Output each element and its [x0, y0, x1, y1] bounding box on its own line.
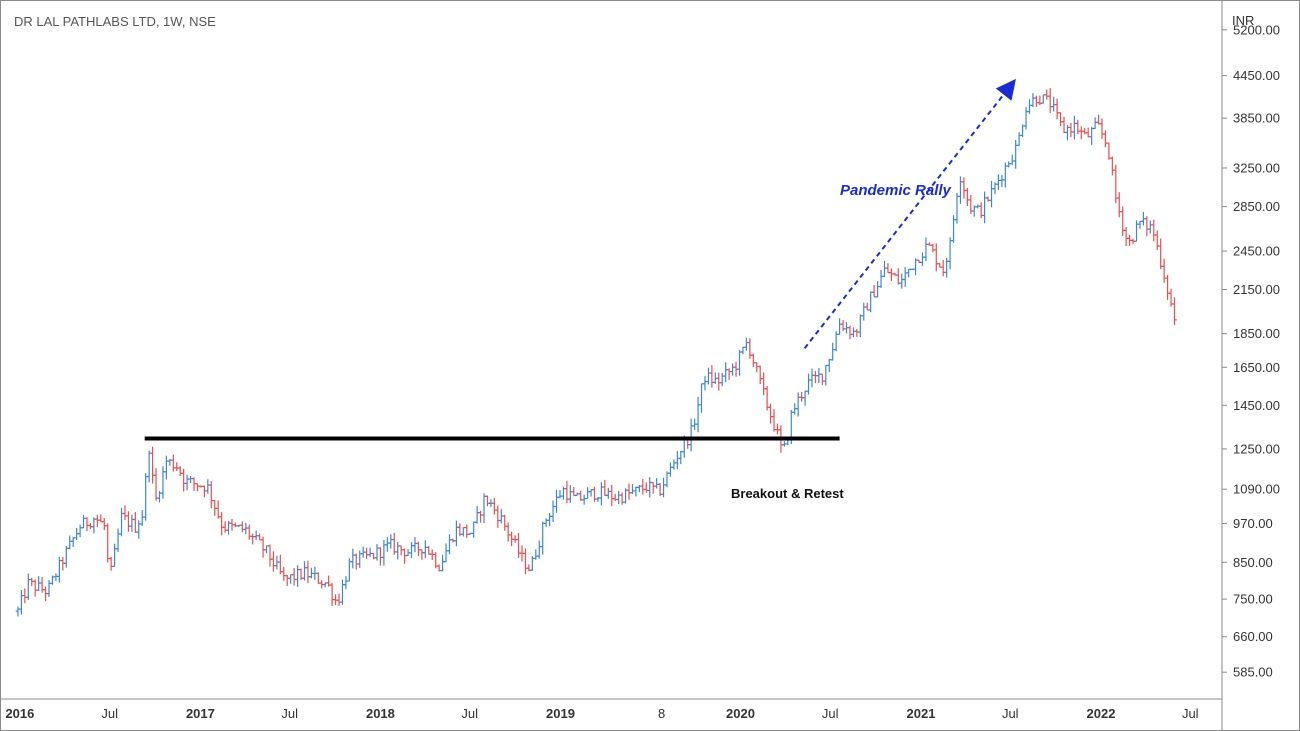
currency-label: INR [1232, 13, 1254, 28]
time-tick-label: 2016 [5, 706, 34, 721]
time-tick-label: 2020 [726, 706, 755, 721]
time-tick-label: Jul [461, 706, 478, 721]
time-tick-label: Jul [822, 706, 839, 721]
price-tick-label: 4450.00 [1233, 68, 1280, 83]
price-tick-label: 2150.00 [1233, 282, 1280, 297]
breakout-retest-annotation: Breakout & Retest [731, 486, 844, 501]
price-tick-label: 5200.00 [1233, 22, 1280, 37]
time-tick-label: Jul [1182, 706, 1199, 721]
price-tick-label: 1850.00 [1233, 326, 1280, 341]
time-tick-label: 2021 [907, 706, 936, 721]
price-axis-ticks: 5200.00 4450.00 3850.00 3250.00 2850.00 2450.… [1222, 22, 1280, 680]
price-tick-label: 2850.00 [1233, 199, 1280, 214]
pandemic-rally-arrow [803, 78, 1016, 349]
time-tick-label: 8 [658, 706, 665, 721]
time-tick-label: Jul [1002, 706, 1019, 721]
price-tick-label: 660.00 [1233, 629, 1273, 644]
price-tick-label: 1250.00 [1233, 441, 1280, 456]
chart-title: DR LAL PATHLABS LTD, 1W, NSE [14, 14, 216, 29]
price-tick-label: 3250.00 [1233, 160, 1280, 175]
price-tick-label: 1090.00 [1233, 482, 1280, 497]
price-tick-label: 970.00 [1233, 516, 1273, 531]
price-tick-label: 750.00 [1233, 592, 1273, 607]
time-tick-label: 2017 [186, 706, 215, 721]
time-tick-label: Jul [101, 706, 118, 721]
price-tick-label: 585.00 [1233, 665, 1273, 680]
price-tick-label: 850.00 [1233, 555, 1273, 570]
price-tick-label: 1650.00 [1233, 360, 1280, 375]
price-tick-label: 2450.00 [1233, 244, 1280, 259]
pandemic-rally-annotation: Pandemic Rally [840, 182, 952, 199]
time-tick-label: 2022 [1087, 706, 1116, 721]
time-axis-ticks: 2016 Jul 2017 Jul 2018 Jul 2019 8 2020 Jul 2021 Jul… [5, 706, 1198, 721]
time-tick-label: Jul [281, 706, 298, 721]
ohlc-bars [15, 88, 1177, 617]
time-tick-label: 2019 [546, 706, 575, 721]
price-tick-label: 3850.00 [1233, 111, 1280, 126]
time-tick-label: 2018 [366, 706, 395, 721]
price-tick-label: 1450.00 [1233, 398, 1280, 413]
